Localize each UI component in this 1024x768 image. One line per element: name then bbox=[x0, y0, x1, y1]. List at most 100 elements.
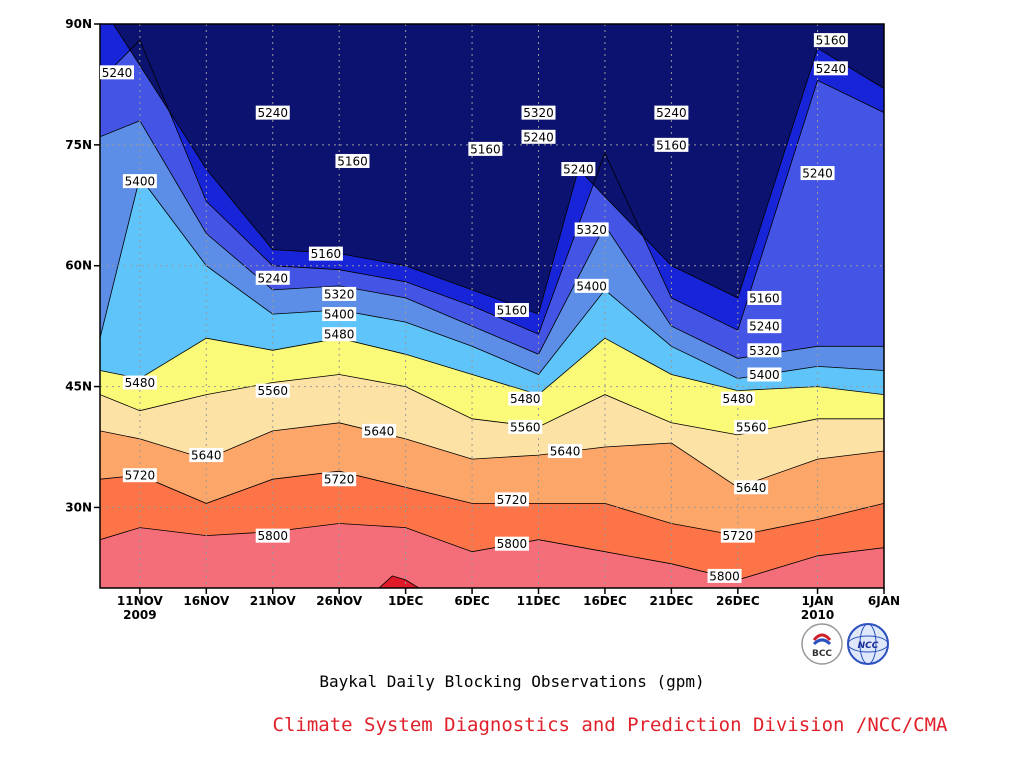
contour-label: 5800 bbox=[707, 568, 742, 583]
contour-label-text: 5720 bbox=[324, 473, 355, 487]
y-axis: 30N 45N 60N 75N 90N bbox=[65, 17, 100, 514]
contour-labels: 5240 5240 5160 5400 5160 5240 5320 5400 5480 5480… bbox=[100, 33, 848, 583]
contour-label-bg bbox=[747, 343, 782, 358]
contour-label-text: 5400 bbox=[576, 279, 607, 293]
contour-label-bg bbox=[322, 307, 357, 322]
x-tick-label: 11DEC bbox=[517, 594, 561, 608]
contour-line-5160 bbox=[112, 24, 884, 315]
contour-label: 5800 bbox=[255, 528, 290, 543]
x-year-label: 2010 bbox=[801, 608, 834, 622]
y-tick-label: 60N bbox=[65, 259, 92, 273]
contour-label-text: 5240 bbox=[802, 167, 833, 181]
x-tick-label: 26DEC bbox=[716, 594, 760, 608]
contour-label-text: 5560 bbox=[736, 420, 767, 434]
contour-label-bg bbox=[322, 286, 357, 301]
contour-label-text: 5640 bbox=[550, 445, 581, 459]
contour-label-bg bbox=[122, 468, 157, 483]
contour-label: 5240 bbox=[747, 319, 782, 334]
contour-label-text: 5640 bbox=[191, 449, 222, 463]
y-tick-label: 90N bbox=[65, 17, 92, 31]
contour-label: 5160 bbox=[813, 33, 848, 48]
contour-label-bg bbox=[494, 492, 529, 507]
contour-label: 5320 bbox=[322, 286, 357, 301]
contour-label-bg bbox=[654, 105, 689, 120]
contour-label: 5400 bbox=[747, 367, 782, 382]
contour-label-bg bbox=[720, 528, 755, 543]
contour-label: 5480 bbox=[508, 391, 543, 406]
ncc-logo-text: NCC bbox=[858, 641, 879, 651]
x-tick-label: 1JAN bbox=[801, 594, 833, 608]
contour-label-text: 5160 bbox=[311, 247, 342, 261]
contour-label-bg bbox=[255, 528, 290, 543]
contour-label: 5320 bbox=[521, 105, 556, 120]
contour-label-bg bbox=[322, 472, 357, 487]
contour-label: 5720 bbox=[720, 528, 755, 543]
contour-label-bg bbox=[122, 174, 157, 189]
contour-label-text: 5720 bbox=[497, 493, 528, 507]
contour-label: 5160 bbox=[747, 290, 782, 305]
contour-label-text: 5240 bbox=[257, 271, 288, 285]
contour-label: 5240 bbox=[100, 65, 134, 80]
x-tick-label: 6DEC bbox=[454, 594, 490, 608]
contour-label: 5160 bbox=[654, 137, 689, 152]
contour-label: 5160 bbox=[494, 303, 529, 318]
contour-label-text: 5240 bbox=[102, 66, 133, 80]
bcc-logo: BCC bbox=[801, 623, 843, 665]
x-tick-label: 16NOV bbox=[183, 594, 230, 608]
contour-label: 5240 bbox=[561, 162, 596, 177]
contour-label-text: 5240 bbox=[656, 106, 687, 120]
contour-label: 5640 bbox=[548, 444, 583, 459]
contour-label-text: 5160 bbox=[656, 138, 687, 152]
credit-text: Climate System Diagnostics and Predictio… bbox=[272, 714, 948, 736]
contour-label-text: 5800 bbox=[497, 537, 528, 551]
contour-label-text: 5320 bbox=[749, 344, 780, 358]
contour-label-text: 5800 bbox=[257, 529, 288, 543]
contour-label-text: 5560 bbox=[257, 384, 288, 398]
contour-label-bg bbox=[308, 246, 343, 261]
chart-title: Baykal Daily Blocking Observations (gpm) bbox=[319, 672, 705, 691]
bcc-logo-text: BCC bbox=[812, 649, 832, 659]
x-tick-label: 1DEC bbox=[388, 594, 424, 608]
contour-label-bg bbox=[720, 391, 755, 406]
contour-label: 5240 bbox=[255, 270, 290, 285]
contour-label-text: 5320 bbox=[523, 106, 554, 120]
contour-label-text: 5240 bbox=[563, 163, 594, 177]
contour-label-text: 5480 bbox=[324, 328, 355, 342]
contour-line-5320 bbox=[100, 120, 884, 359]
contour-label-bg bbox=[494, 536, 529, 551]
contour-label: 5320 bbox=[574, 222, 609, 237]
x-tick-label: 26NOV bbox=[316, 594, 363, 608]
contour-label-bg bbox=[335, 153, 370, 168]
contour-label-text: 5400 bbox=[749, 368, 780, 382]
contour-label-bg bbox=[255, 383, 290, 398]
contour-label-text: 5560 bbox=[510, 420, 541, 434]
contour-label: 5240 bbox=[255, 105, 290, 120]
contour-label-text: 5160 bbox=[816, 34, 847, 48]
x-tick-label: 21DEC bbox=[650, 594, 694, 608]
contour-label-bg bbox=[494, 303, 529, 318]
contour-label: 5160 bbox=[335, 153, 370, 168]
contour-label: 5240 bbox=[813, 61, 848, 76]
contour-label-text: 5240 bbox=[523, 130, 554, 144]
contour-label-bg bbox=[322, 327, 357, 342]
contour-label-bg bbox=[574, 278, 609, 293]
x-tick-label: 11NOV bbox=[117, 594, 164, 608]
contour-label: 5160 bbox=[468, 141, 503, 156]
contour-label-bg bbox=[561, 162, 596, 177]
contour-label-bg bbox=[707, 568, 742, 583]
contour-label: 5720 bbox=[494, 492, 529, 507]
contour-label-text: 5480 bbox=[125, 376, 156, 390]
contour-label-text: 5640 bbox=[364, 424, 395, 438]
contour-label: 5400 bbox=[122, 174, 157, 189]
contour-label: 5640 bbox=[189, 448, 224, 463]
contour-label: 5640 bbox=[734, 480, 769, 495]
contour-label: 5240 bbox=[800, 166, 835, 181]
y-tick-label: 45N bbox=[65, 380, 92, 394]
contour-label-text: 5160 bbox=[337, 154, 368, 168]
contour-label-text: 5320 bbox=[576, 223, 607, 237]
contour-label-bg bbox=[255, 270, 290, 285]
plot-frame bbox=[99, 23, 885, 589]
contour-label: 5160 bbox=[308, 246, 343, 261]
contour-label-text: 5240 bbox=[749, 320, 780, 334]
contour-label-bg bbox=[189, 448, 224, 463]
